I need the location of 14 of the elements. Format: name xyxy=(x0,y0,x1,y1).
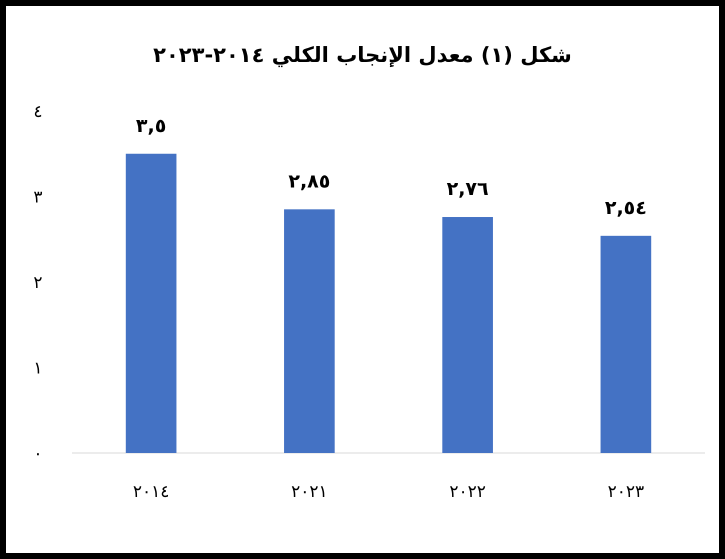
data-label: ٢,٨٥ xyxy=(288,170,330,192)
y-tick-label: ٤ xyxy=(33,102,43,122)
y-tick-label: ٣ xyxy=(33,188,43,208)
x-tick-label: ٢٠٢١ xyxy=(291,482,328,502)
chart-title: شكل (١) معدل الإنجاب الكلي ٢٠١٤-٢٠٢٣ xyxy=(153,43,572,68)
data-label: ٣,٥ xyxy=(136,114,166,137)
x-tick-label: ٢٠٢٢ xyxy=(449,482,486,502)
y-tick-label: ١ xyxy=(33,358,43,378)
y-tick-label: ٠ xyxy=(33,444,43,464)
data-label: ٢,٧٦ xyxy=(446,178,489,200)
y-tick-label: ٢ xyxy=(33,273,43,293)
data-label: ٢,٥٤ xyxy=(604,196,647,219)
x-tick-label: ٢٠٢٣ xyxy=(608,482,644,502)
x-tick-label: ٢٠١٤ xyxy=(132,482,170,502)
